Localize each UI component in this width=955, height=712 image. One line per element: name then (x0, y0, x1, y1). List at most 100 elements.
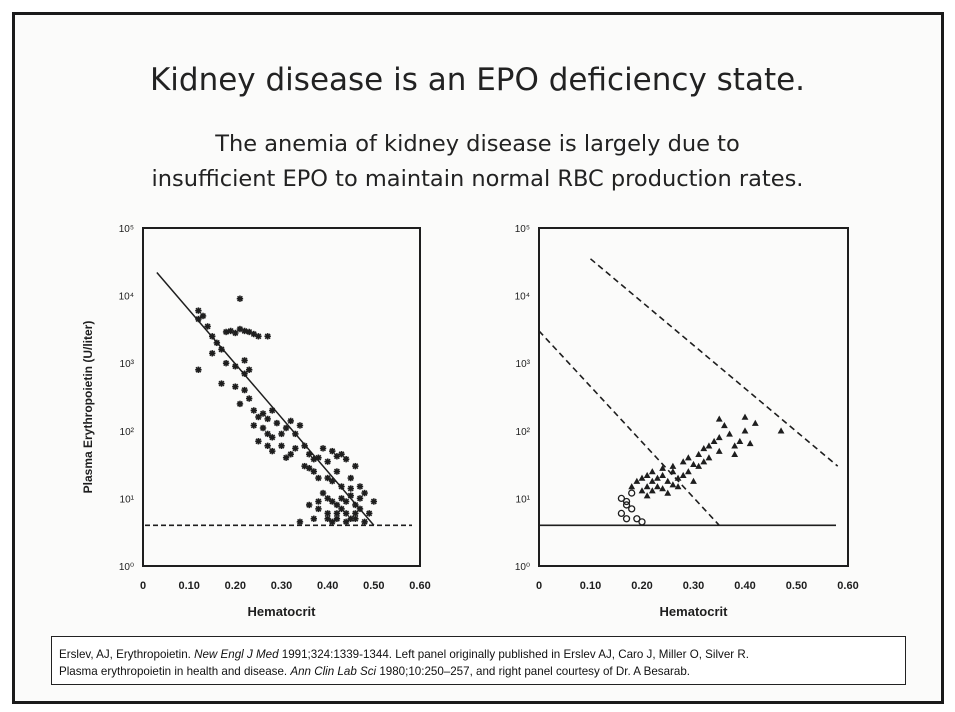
left-data-point (333, 515, 341, 522)
left-data-point (329, 447, 336, 455)
right-data-point-filled (638, 487, 646, 494)
left-data-point (352, 515, 359, 522)
subtitle-line-1: The anemia of kidney disease is largely … (215, 131, 740, 157)
left-data-point (342, 510, 350, 517)
left-data-point (329, 477, 336, 485)
right-data-point-filled (674, 474, 682, 481)
right-data-point-filled (695, 462, 703, 469)
left-y-tick-label: 10³ (120, 359, 135, 370)
right-data-point-filled (721, 422, 728, 429)
left-data-point (255, 333, 262, 340)
right-data-point-filled (664, 489, 672, 496)
left-data-point (342, 518, 350, 526)
left-regression-line (156, 271, 375, 526)
left-data-point (278, 430, 285, 438)
right-data-point-filled (705, 454, 713, 461)
right-data-point-filled (690, 460, 697, 467)
left-y-axis-label: Plasma Erythropoietin (U/liter) (81, 321, 95, 494)
right-data-point-open (622, 515, 631, 523)
right-plot-frame (538, 227, 849, 567)
citation-line-2: Plasma erythropoietin in health and dise… (59, 663, 905, 680)
left-data-point (292, 430, 299, 438)
right-x-tick-label: 0.40 (734, 580, 755, 592)
right-data-point-filled (674, 483, 682, 490)
left-data-point (269, 434, 276, 441)
right-y-tick-label: 10³ (516, 359, 531, 370)
right-data-point-filled (715, 415, 723, 422)
left-x-tick-label: 0.20 (225, 580, 246, 592)
right-data-point-filled (633, 477, 641, 484)
right-data-point-open (628, 489, 636, 497)
right-data-point-filled (726, 430, 733, 437)
right-x-tick-label: 0 (536, 580, 542, 592)
right-data-point-filled (643, 483, 651, 490)
left-data-point (287, 451, 294, 458)
left-data-point (296, 518, 304, 526)
left-data-point (273, 419, 281, 427)
citation-journal: Ann Clin Lab Sci (290, 665, 377, 678)
left-data-point (370, 498, 378, 505)
left-data-point (232, 383, 239, 390)
left-data-point (236, 295, 244, 302)
left-data-point (250, 422, 257, 429)
left-data-point (361, 489, 368, 497)
left-data-point (259, 410, 267, 417)
left-data-point (347, 485, 354, 492)
right-data-point-filled (741, 413, 749, 420)
left-data-point (245, 366, 253, 373)
right-data-point-filled (695, 450, 703, 457)
slide-subtitle: The anemia of kidney disease is largely … (0, 127, 955, 197)
left-data-point (204, 323, 211, 330)
left-data-point (232, 363, 239, 370)
left-y-tick-label: 10² (120, 427, 135, 438)
left-data-point (278, 442, 285, 449)
left-data-point (195, 366, 202, 373)
right-data-point-filled (669, 468, 677, 475)
slide-frame (12, 12, 944, 704)
left-data-point (338, 495, 345, 502)
right-data-point-filled (746, 440, 754, 447)
left-data-point (310, 515, 318, 522)
right-data-point-filled (664, 477, 672, 484)
left-data-point (306, 501, 313, 509)
left-data-point (222, 328, 230, 336)
left-data-point (213, 339, 221, 347)
left-data-point (342, 456, 350, 463)
left-data-point (241, 327, 248, 335)
left-data-point (347, 474, 354, 482)
right-data-point-open (617, 494, 626, 503)
left-data-point (241, 357, 248, 364)
left-data-point (241, 386, 248, 394)
left-data-point (269, 447, 276, 455)
left-data-point (361, 518, 368, 526)
left-x-tick-label: 0.50 (363, 580, 384, 592)
right-y-tick-label: 10² (516, 427, 531, 438)
right-data-point-filled (679, 458, 687, 465)
left-data-point (315, 498, 322, 505)
left-data-point (329, 498, 336, 505)
left-data-point (209, 350, 216, 357)
right-data-point-filled (715, 433, 723, 441)
right-data-point-filled (669, 462, 677, 469)
citation-text: 1980;10:250–257, and right panel courtes… (376, 665, 690, 678)
right-data-point-filled (659, 485, 666, 492)
citation-text: 1991;324:1339-1344. Left panel originall… (278, 648, 749, 661)
right-x-tick-label: 0.30 (683, 580, 704, 592)
left-x-tick-label: 0.30 (271, 580, 292, 592)
citation-box: Erslev, AJ, Erythropoietin. New Engl J M… (51, 636, 906, 685)
right-x-axis-label: Hematocrit (660, 604, 729, 619)
left-data-point (296, 422, 304, 429)
right-x-tick-label: 0.60 (837, 580, 858, 592)
left-data-point (352, 462, 359, 470)
right-data-point-filled (643, 492, 651, 499)
left-data-point (195, 315, 202, 323)
right-data-point-filled (648, 477, 656, 484)
left-data-point (209, 333, 216, 340)
left-data-point (324, 458, 331, 465)
right-data-point-filled (715, 447, 723, 454)
left-data-point (245, 395, 253, 402)
left-data-point (338, 451, 345, 458)
left-data-point (232, 329, 239, 337)
left-data-point (301, 462, 308, 470)
right-y-tick-label: 10⁰ (515, 562, 530, 573)
